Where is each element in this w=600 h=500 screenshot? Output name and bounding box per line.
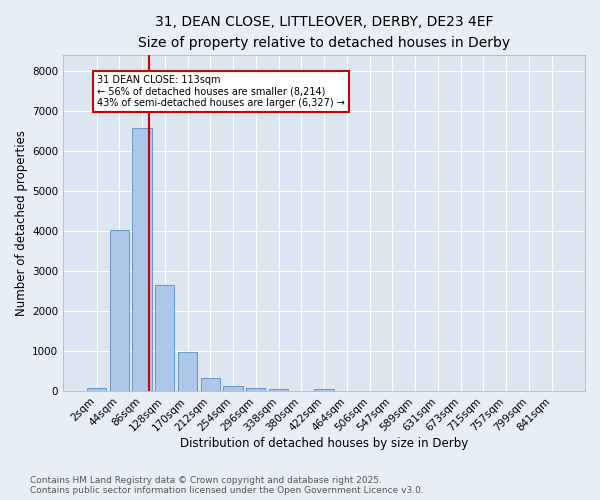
Bar (314, 389, 334, 391)
Y-axis label: Number of detached properties: Number of detached properties (15, 130, 28, 316)
X-axis label: Distribution of detached houses by size in Derby: Distribution of detached houses by size … (180, 437, 468, 450)
Bar (155, 285, 175, 391)
Bar (87, 388, 106, 391)
Bar (223, 386, 243, 391)
Text: 31 DEAN CLOSE: 113sqm
← 56% of detached houses are smaller (8,214)
43% of semi-d: 31 DEAN CLOSE: 113sqm ← 56% of detached … (97, 75, 345, 108)
Text: Contains HM Land Registry data © Crown copyright and database right 2025.
Contai: Contains HM Land Registry data © Crown c… (30, 476, 424, 495)
Bar (246, 388, 265, 391)
Bar (200, 378, 220, 391)
Bar (178, 352, 197, 391)
Bar (133, 128, 152, 391)
Bar (110, 230, 129, 391)
Title: 31, DEAN CLOSE, LITTLEOVER, DERBY, DE23 4EF
Size of property relative to detache: 31, DEAN CLOSE, LITTLEOVER, DERBY, DE23 … (138, 15, 510, 50)
Bar (269, 389, 288, 391)
